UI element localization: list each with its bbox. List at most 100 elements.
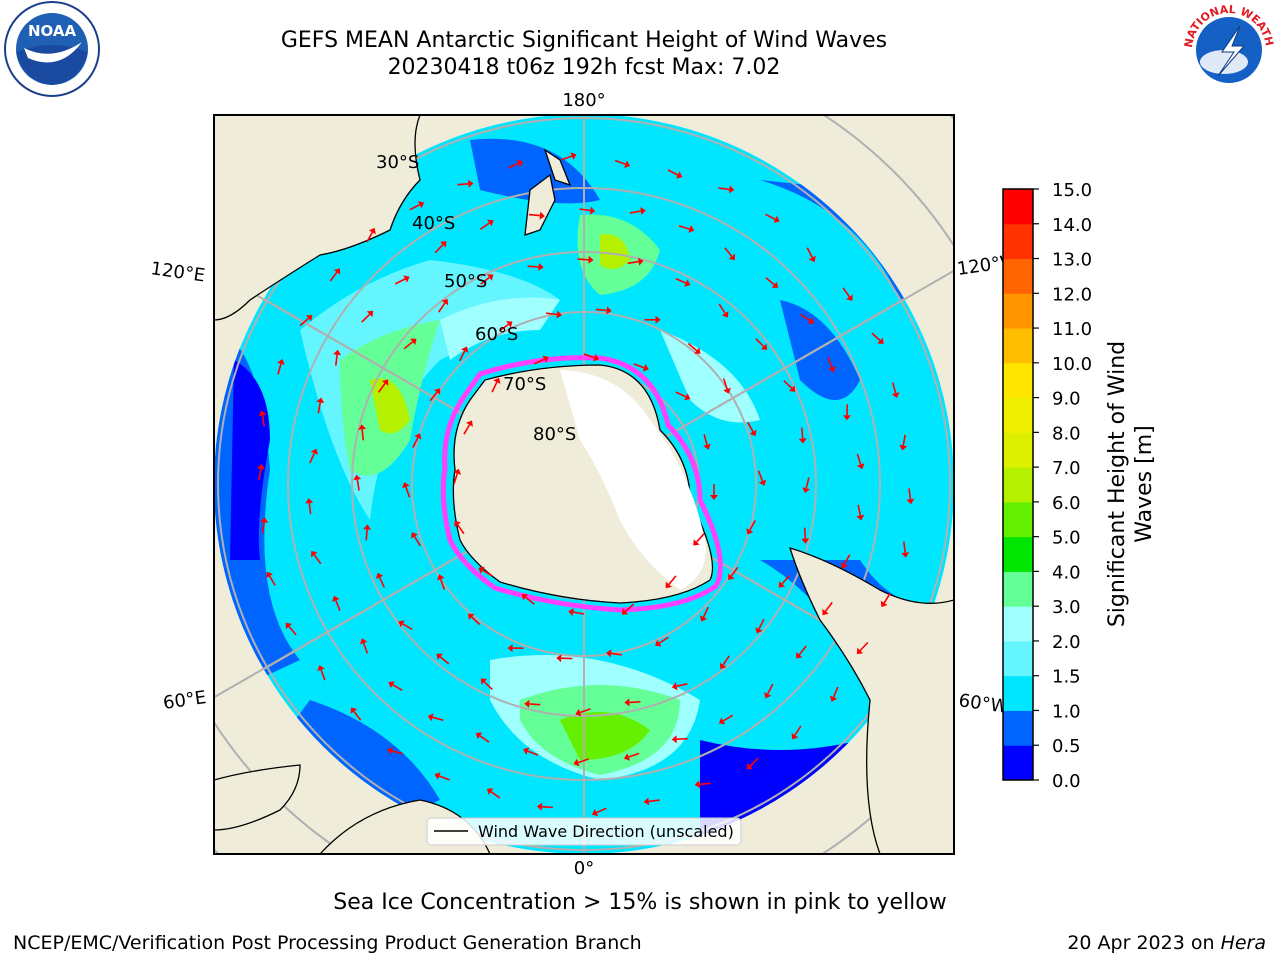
wind-arrow-head xyxy=(899,444,908,451)
map-border xyxy=(213,114,955,855)
wind-arrow-shaft xyxy=(800,313,811,322)
wind-arrow-shaft xyxy=(668,575,677,585)
wind-arrow-shaft xyxy=(871,332,881,342)
wind-arrow-shaft xyxy=(676,683,688,687)
wind-arrow-shaft xyxy=(595,308,607,312)
chart-subtitle: 20230418 t06z 192h fcst Max: 7.02 xyxy=(387,55,781,80)
wind-arrow-shaft xyxy=(718,303,726,314)
colorbar-swatch xyxy=(1003,293,1033,329)
wind-arrow-shaft xyxy=(783,380,793,389)
wind-arrow-head xyxy=(828,366,836,373)
wind-arrow-head xyxy=(381,379,389,386)
wind-arrow-shaft xyxy=(610,652,623,656)
wind-arrow-shaft xyxy=(391,750,403,755)
wind-arrow-head xyxy=(643,797,650,806)
wind-arrow-head xyxy=(538,263,544,271)
wind-arrow-head xyxy=(493,377,501,384)
colorbar-tick-label: 0.5 xyxy=(1052,736,1081,757)
wind-arrow-shaft xyxy=(458,350,466,362)
wind-arrow-shaft xyxy=(781,575,790,585)
wind-arrow-shaft xyxy=(258,468,262,480)
wind-arrow-head xyxy=(461,346,469,353)
colorbar-label-line2: Waves [m] xyxy=(1132,425,1157,542)
wind-arrow-head xyxy=(410,338,417,345)
colorbar-tick-label: 1.0 xyxy=(1052,701,1081,722)
wind-arrow-shaft xyxy=(596,807,607,814)
wind-arrow-shaft xyxy=(749,520,756,531)
lon-label-0: 0° xyxy=(574,858,594,879)
wind-arrow-head xyxy=(441,298,449,306)
wind-arrow-head xyxy=(589,206,596,215)
wind-arrow-shaft xyxy=(730,566,739,577)
wind-arrow-head xyxy=(728,573,735,580)
wind-arrow-head xyxy=(353,474,362,481)
wind-arrow-head xyxy=(802,487,811,493)
wind-arrow-shaft xyxy=(317,402,322,414)
wind-arrow-shaft xyxy=(361,313,371,323)
colorbar-swatch xyxy=(1003,606,1033,642)
wind-arrow-shaft xyxy=(439,578,446,590)
colorbar-tick-label: 4.0 xyxy=(1052,562,1081,583)
wind-arrow-shaft xyxy=(525,596,535,605)
wind-arrow-shaft xyxy=(629,701,641,704)
wind-arrow-shaft xyxy=(902,434,906,446)
colorbar-tick-label: 1.5 xyxy=(1052,667,1081,688)
wind-arrow-shaft xyxy=(262,522,265,534)
wind-arrow-shaft xyxy=(859,641,869,652)
wind-arrow-shaft xyxy=(480,276,490,285)
colorbar-tick-label: 6.0 xyxy=(1052,493,1081,514)
colorbar-tick-label: 2.0 xyxy=(1052,632,1081,653)
wind-arrow-shaft xyxy=(806,247,814,258)
wind-arrow-head xyxy=(746,528,754,535)
wind-arrow-head xyxy=(684,279,691,287)
wind-arrow-shaft xyxy=(583,353,595,359)
wind-arrow-shaft xyxy=(434,244,444,254)
wind-arrow-head xyxy=(755,627,763,634)
wind-arrow-head xyxy=(846,294,853,301)
wind-arrow-head xyxy=(403,275,410,283)
lon-label-120e: 120°E xyxy=(149,258,206,286)
colorbar-swatch xyxy=(1003,258,1033,294)
wind-arrow-head xyxy=(640,207,646,215)
wind-arrow-shaft xyxy=(579,208,591,212)
wind-arrow-head xyxy=(266,571,273,579)
wind-arrow-shaft xyxy=(687,342,698,352)
wind-arrow-head xyxy=(358,424,367,430)
wind-arrow-shaft xyxy=(702,606,710,618)
sea-ice-edge xyxy=(440,355,723,613)
wind-arrow-head xyxy=(437,574,445,581)
lat-label-70s: 70°S xyxy=(503,374,546,395)
wind-arrow-head xyxy=(676,171,683,179)
wind-arrow-shaft xyxy=(627,260,639,265)
colorbar-tick-label: 0.0 xyxy=(1052,771,1081,792)
wind-arrow-head xyxy=(402,482,410,489)
wind-arrow-shaft xyxy=(803,527,807,539)
wind-arrow-head xyxy=(593,354,599,362)
wind-arrow-head xyxy=(310,448,318,455)
wind-arrow-shaft xyxy=(755,338,765,347)
wind-arrow-head xyxy=(655,639,662,647)
wind-arrow-shaft xyxy=(268,575,276,586)
wind-arrow-shaft xyxy=(362,642,369,654)
wind-arrow-head xyxy=(436,653,443,660)
wind-arrow-shaft xyxy=(320,669,326,681)
colorbar-tick-label: 3.0 xyxy=(1052,597,1081,618)
ice-shelf xyxy=(560,370,706,590)
wind-arrow-shaft xyxy=(749,757,759,767)
wind-arrow-head xyxy=(773,215,780,223)
wind-arrow-head xyxy=(414,433,422,440)
wind-arrow-shaft xyxy=(366,231,374,243)
wind-wave-direction-arrows xyxy=(257,152,915,817)
wind-arrow-head xyxy=(721,311,729,318)
wind-arrow-shaft xyxy=(546,312,558,316)
wind-arrow-shaft xyxy=(794,725,802,736)
wind-arrow-head xyxy=(260,517,269,523)
wind-arrow-shaft xyxy=(614,159,626,166)
wind-arrow-shaft xyxy=(766,683,774,695)
colorbar-label-line1: Significant Height of Wind xyxy=(1105,341,1130,627)
wind-arrow-head xyxy=(539,211,545,220)
wind-arrow-shaft xyxy=(628,752,640,758)
map-legend: Wind Wave Direction (unscaled) xyxy=(426,817,742,846)
wind-arrow-head xyxy=(524,699,530,708)
